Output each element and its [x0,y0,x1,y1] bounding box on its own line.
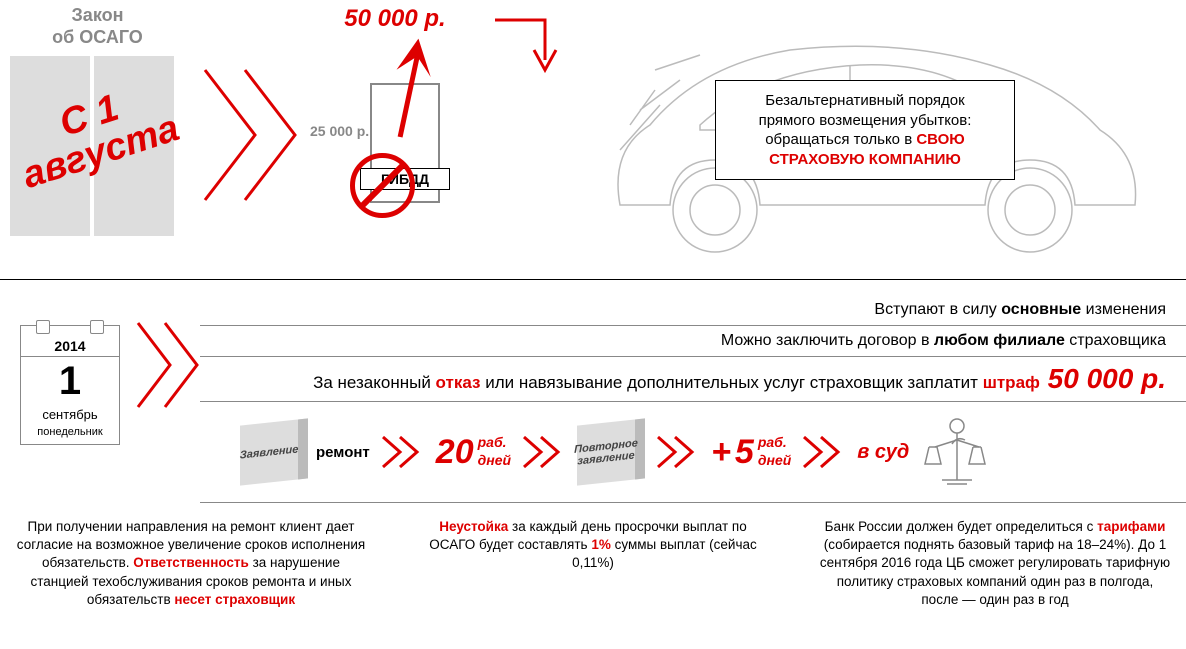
calendar-rings-icon [21,326,119,336]
info-lines: Вступают в силу основные изменения Можно… [200,295,1186,503]
car-info-l3: обращаться только в [765,131,912,148]
chevron-t2 [519,432,569,472]
days-20: 20 раб.дней [436,433,511,472]
calendar: 2014 1 сентябрь понедельник [20,325,120,445]
timeline: Заявление ремонт 20 раб.дней Повторное з… [200,402,1186,503]
info-line-2: Можно заключить договор в любом филиале … [200,326,1186,357]
car-info-l1: Безальтернативный порядок [765,92,964,109]
chevron-t3 [653,432,703,472]
price-old: 25 000 р. [310,123,369,139]
price-arrow-icon [388,38,438,148]
car-info-box: Безальтернативный порядок прямого возмещ… [715,80,1015,180]
cal-month: сентябрь [21,405,119,424]
chevron-3 [130,315,200,415]
car-info-l2: прямого возмещения убытков: [759,112,972,129]
info-line-3: За незаконный отказ или навязывание допо… [200,357,1186,402]
note-1: При получении направления на ремонт клие… [15,518,367,609]
law-title-l2: об ОСАГО [52,27,143,47]
cal-day: 1 [21,357,119,405]
note-3: Банк России должен будет определиться с … [819,518,1171,609]
cal-year: 2014 [21,336,119,357]
price-new: 50 000 р. [310,5,480,33]
note-2: Неустойка за каждый день просрочки выпла… [417,518,769,609]
price-diagram: 25 000 р. ГИБДД [310,43,480,233]
bottom-section: 2014 1 сентябрь понедельник Вступают в с… [0,280,1186,609]
repair-label: ремонт [316,444,370,461]
top-section: Закон об ОСАГО С 1 августа 50 000 р. 25 … [0,0,1186,280]
law-title-l1: Закон [72,5,124,25]
chevron-t4 [799,432,849,472]
justice-icon [917,412,997,492]
cal-weekday: понедельник [21,424,119,444]
info-line-1: Вступают в силу основные изменения [200,295,1186,326]
doc-1: Заявление [240,418,308,485]
doc-2: Повторное заявление [577,418,645,485]
to-court: в суд [857,441,909,464]
chevron-2 [490,15,570,75]
law-title: Закон об ОСАГО [10,5,185,48]
law-boxes: С 1 августа [10,56,185,236]
bottom-notes: При получении направления на ремонт клие… [0,503,1186,609]
price-block: 50 000 р. 25 000 р. ГИБДД [310,5,480,233]
prohibit-icon [350,153,415,218]
law-block: Закон об ОСАГО С 1 августа [10,5,185,236]
chevron-t1 [378,432,428,472]
chevron-1 [195,60,305,210]
days-5: + 5 раб.дней [711,433,791,472]
car-block: Безальтернативный порядок прямого возмещ… [560,10,1160,260]
